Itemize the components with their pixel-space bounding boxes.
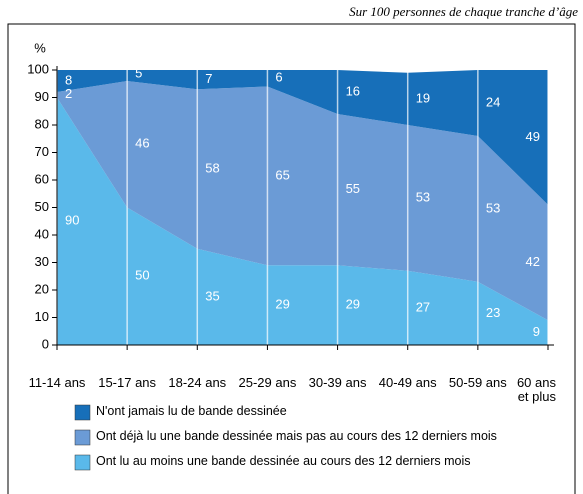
data-label: 29 <box>275 297 289 312</box>
legend-swatch <box>74 404 91 421</box>
data-label: 65 <box>275 167 289 182</box>
data-label: 50 <box>135 268 149 283</box>
x-tick-label: 18-24 ans <box>168 375 227 390</box>
data-label: 58 <box>205 160 219 175</box>
frame <box>7 23 576 494</box>
y-tick-label: 90 <box>35 89 49 104</box>
y-tick-label: 0 <box>42 336 49 351</box>
legend-label: Ont lu au moins une bande dessinée au co… <box>96 454 471 468</box>
data-label: 53 <box>416 189 430 204</box>
data-label: 16 <box>346 83 360 98</box>
y-tick-label: 80 <box>35 116 49 131</box>
data-label: 7 <box>205 71 212 86</box>
y-tick-label: 60 <box>35 171 49 186</box>
y-tick-label: 70 <box>35 144 49 159</box>
y-tick-label: 30 <box>35 254 49 269</box>
data-label: 27 <box>416 299 430 314</box>
subtitle: Sur 100 personnes de chaque tranche d’âg… <box>349 4 578 19</box>
data-label: 49 <box>526 129 540 144</box>
x-tick-label: 30-39 ans <box>308 375 367 390</box>
x-tick-label: 25-29 ans <box>238 375 297 390</box>
y-tick-label: 40 <box>35 226 49 241</box>
data-label: 55 <box>346 181 360 196</box>
x-tick-label: 11-14 ans <box>28 375 86 390</box>
y-axis-label: % <box>34 40 46 55</box>
y-tick-label: 20 <box>35 281 49 296</box>
area <box>57 70 548 205</box>
data-label: 90 <box>65 213 79 228</box>
area <box>57 81 548 321</box>
area <box>57 97 548 345</box>
data-label: 2 <box>65 86 72 101</box>
x-tick-label: 15-17 ans <box>98 375 157 390</box>
data-label: 46 <box>135 136 149 151</box>
x-tick-label: 50-59 ans <box>448 375 507 390</box>
data-label: 29 <box>346 297 360 312</box>
data-label: 8 <box>65 72 72 87</box>
x-tick-label: 40-49 ans <box>378 375 437 390</box>
data-label: 6 <box>275 70 282 85</box>
y-tick-label: 50 <box>35 199 49 214</box>
legend-label: N'ont jamais lu de bande dessinée <box>96 404 287 418</box>
x-tick-label: 60 ans et plus <box>516 375 556 404</box>
legend-label: Ont déjà lu une bande dessinée mais pas … <box>96 429 497 443</box>
data-label: 19 <box>416 90 430 105</box>
y-tick-label: 100 <box>27 61 49 76</box>
data-label: 42 <box>526 254 540 269</box>
legend-swatch <box>74 429 91 446</box>
data-label: 53 <box>486 200 500 215</box>
data-label: 35 <box>205 288 219 303</box>
data-label: 5 <box>135 66 142 81</box>
y-tick-label: 10 <box>35 309 49 324</box>
data-label: 24 <box>486 94 500 109</box>
legend-swatch <box>74 454 91 471</box>
data-label: 23 <box>486 305 500 320</box>
data-label: 9 <box>533 324 540 339</box>
